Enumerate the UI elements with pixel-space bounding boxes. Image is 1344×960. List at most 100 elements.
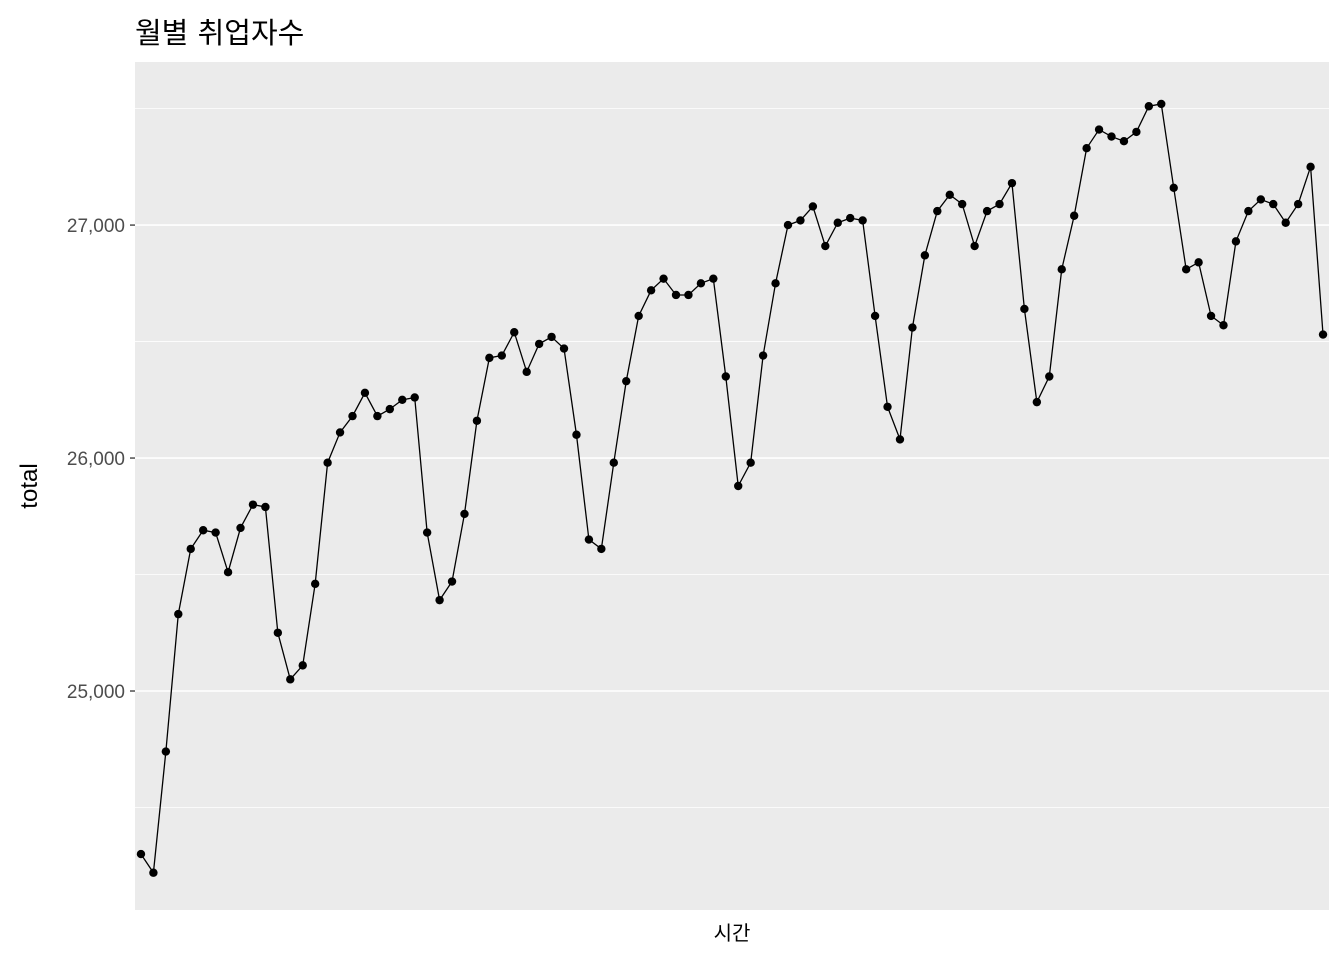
data-point bbox=[572, 430, 581, 439]
data-point bbox=[248, 500, 258, 509]
data-point bbox=[758, 351, 768, 360]
data-point bbox=[808, 202, 818, 211]
data-point bbox=[709, 274, 718, 283]
data-point bbox=[1219, 321, 1228, 330]
data-point bbox=[870, 311, 880, 321]
data-point bbox=[472, 416, 482, 425]
data-point bbox=[547, 332, 556, 342]
data-point bbox=[783, 220, 793, 230]
data-point bbox=[360, 388, 370, 398]
chart-title: 월별 취업자수 bbox=[135, 16, 305, 50]
data-point bbox=[310, 579, 320, 589]
data-point bbox=[236, 523, 245, 533]
data-point bbox=[821, 241, 830, 251]
data-point bbox=[1132, 127, 1141, 137]
data-point bbox=[584, 535, 594, 544]
data-point bbox=[957, 199, 967, 209]
data-point bbox=[746, 458, 755, 467]
data-point bbox=[696, 279, 706, 288]
y-tick-label: 25,000 bbox=[67, 682, 125, 703]
data-point bbox=[671, 290, 681, 300]
data-point bbox=[1119, 137, 1129, 146]
data-point bbox=[136, 849, 146, 859]
data-point bbox=[1293, 199, 1303, 209]
data-point bbox=[410, 393, 419, 402]
data-point bbox=[1256, 195, 1266, 204]
data-point bbox=[398, 395, 407, 404]
data-point bbox=[1318, 330, 1328, 339]
data-point bbox=[833, 218, 842, 227]
data-point bbox=[1206, 311, 1216, 321]
data-point bbox=[609, 458, 618, 467]
data-point bbox=[348, 411, 357, 421]
minor-gridlines bbox=[135, 108, 1329, 808]
data-point bbox=[908, 323, 917, 332]
data-point bbox=[920, 251, 930, 260]
data-point bbox=[335, 428, 345, 437]
data-point bbox=[323, 458, 332, 467]
data-point bbox=[447, 577, 457, 586]
data-point bbox=[734, 481, 743, 491]
data-point bbox=[1082, 144, 1091, 153]
data-point bbox=[522, 367, 531, 377]
y-tick-label: 27,000 bbox=[67, 216, 125, 237]
data-point bbox=[460, 509, 469, 519]
data-point bbox=[1231, 237, 1241, 246]
data-point bbox=[149, 868, 158, 877]
data-point bbox=[1181, 265, 1191, 274]
data-point bbox=[1007, 178, 1017, 188]
data-point bbox=[846, 213, 855, 223]
y-axis-ticks: 25,000 26,000 27,000 bbox=[67, 216, 135, 703]
data-point bbox=[970, 241, 979, 251]
data-point bbox=[161, 747, 171, 756]
data-point bbox=[510, 328, 519, 337]
data-point bbox=[186, 544, 195, 554]
data-point bbox=[559, 344, 569, 353]
data-point bbox=[534, 339, 544, 349]
data-point bbox=[286, 675, 295, 684]
data-point bbox=[858, 216, 867, 225]
major-gridlines bbox=[135, 224, 1329, 692]
data-point bbox=[198, 526, 208, 535]
data-point bbox=[174, 609, 183, 619]
data-point bbox=[1244, 206, 1253, 216]
plot-panel bbox=[135, 62, 1329, 910]
data-point bbox=[1107, 132, 1116, 141]
data-point bbox=[933, 206, 942, 216]
data-point bbox=[1032, 397, 1042, 407]
data-point bbox=[435, 595, 444, 605]
data-point bbox=[659, 274, 668, 283]
data-point bbox=[1020, 304, 1029, 314]
data-point bbox=[1157, 99, 1166, 109]
data-point bbox=[1094, 125, 1104, 134]
data-point bbox=[497, 351, 507, 360]
data-point bbox=[1144, 102, 1154, 111]
data-point bbox=[1269, 199, 1278, 209]
data-point bbox=[634, 311, 643, 321]
data-point bbox=[1281, 218, 1290, 227]
data-point bbox=[1169, 183, 1178, 192]
y-axis-title: total bbox=[16, 463, 43, 508]
points-layer bbox=[136, 99, 1328, 877]
data-point bbox=[1069, 211, 1079, 220]
data-point bbox=[597, 544, 606, 554]
data-point bbox=[684, 290, 693, 300]
data-point bbox=[211, 528, 220, 537]
data-point bbox=[895, 435, 905, 444]
data-point bbox=[982, 206, 992, 216]
data-point bbox=[1057, 265, 1066, 274]
y-tick-label: 26,000 bbox=[67, 449, 125, 470]
data-point bbox=[883, 402, 892, 411]
data-point bbox=[1045, 372, 1054, 381]
x-axis-title: 시간 bbox=[714, 921, 751, 945]
data-point bbox=[945, 190, 954, 199]
data-point bbox=[298, 661, 307, 670]
data-point bbox=[223, 568, 233, 577]
data-point bbox=[1194, 258, 1203, 267]
data-point bbox=[796, 216, 805, 225]
data-point bbox=[261, 502, 270, 512]
data-point bbox=[771, 279, 780, 288]
data-point bbox=[385, 404, 395, 414]
data-point bbox=[995, 199, 1004, 209]
